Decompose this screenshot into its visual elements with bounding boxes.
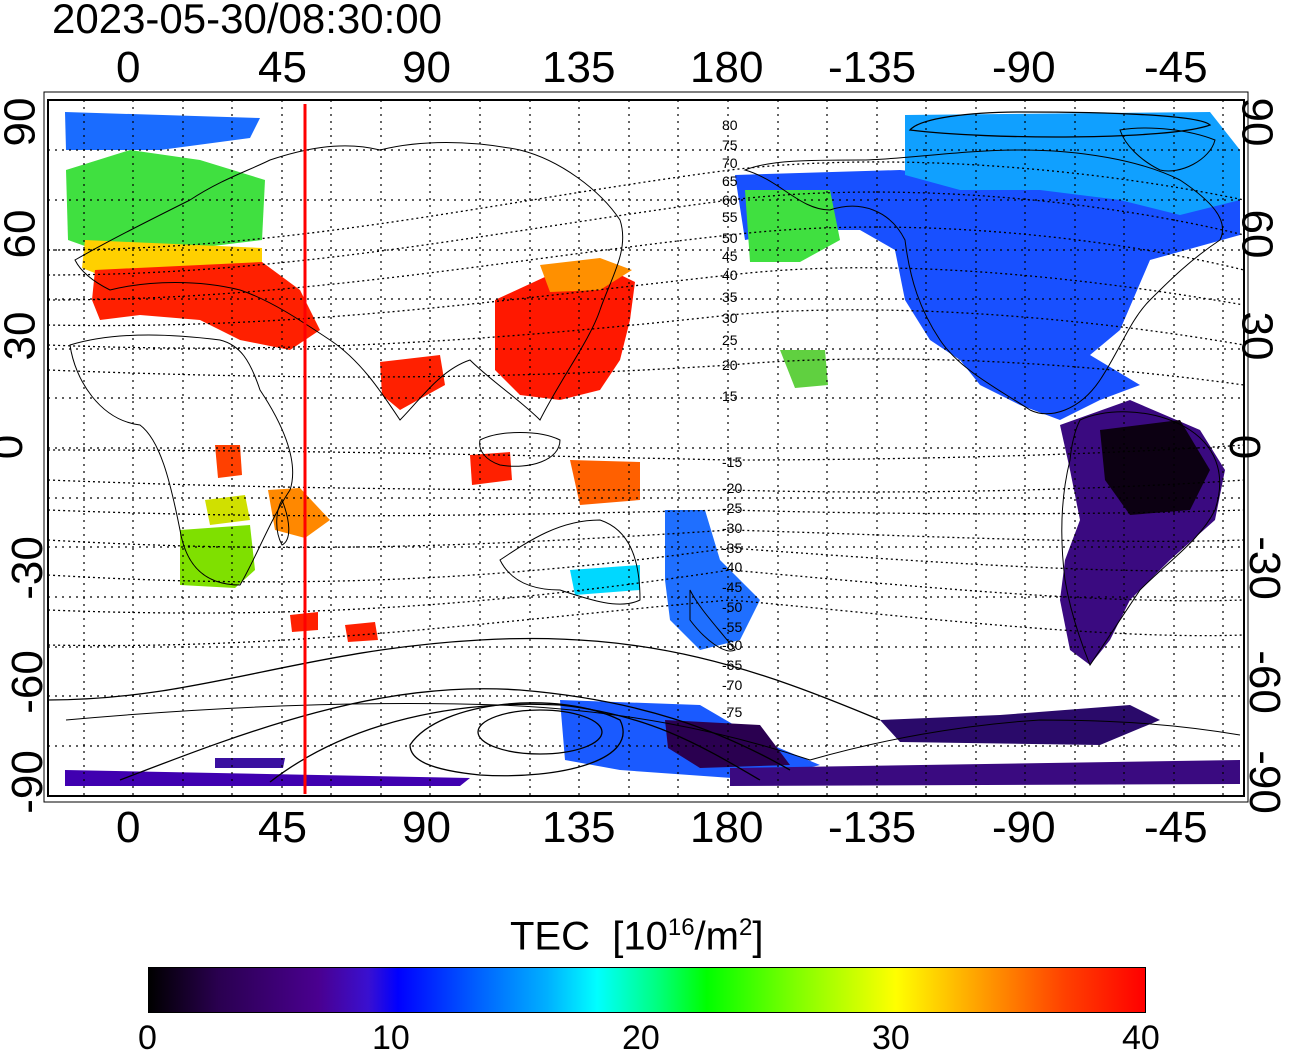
lon-tick: 90 — [402, 43, 451, 92]
contour-label: 75 — [722, 137, 738, 153]
lon-tick: 135 — [542, 803, 616, 852]
contour-label: 80 — [722, 117, 738, 133]
contour-label: 20 — [722, 357, 738, 373]
lon-tick: 45 — [258, 803, 307, 852]
colorbar-tick: 10 — [372, 1019, 410, 1057]
map-outer-frame — [43, 91, 1249, 803]
lon-tick: -135 — [828, 803, 917, 852]
lon-tick: -90 — [992, 43, 1056, 92]
contour-label: -65 — [722, 657, 742, 673]
contour-label: 65 — [722, 173, 738, 189]
colorbar-unit-exp2: 2 — [738, 914, 753, 941]
coastlines — [65, 127, 1241, 761]
colorbar-tick: 0 — [138, 1019, 157, 1057]
lon-tick: -135 — [828, 43, 917, 92]
contour-label: -50 — [722, 599, 742, 615]
contour-label: -20 — [722, 480, 742, 496]
lon-tick: 0 — [116, 43, 141, 92]
lon-tick: 135 — [542, 43, 616, 92]
colorbar-tick: 20 — [622, 1019, 660, 1057]
contour-label: 50 — [722, 230, 738, 246]
contour-label: 40 — [722, 267, 738, 283]
lon-tick: 180 — [690, 803, 764, 852]
contour-label: 45 — [722, 248, 738, 264]
colorbar-unit-end: ] — [752, 914, 764, 959]
tec-colorbar — [148, 967, 1146, 1013]
contour-label: 25 — [722, 332, 738, 348]
contour-label: -75 — [722, 704, 742, 720]
tec-patches — [65, 112, 1240, 786]
map-frame — [47, 99, 1245, 797]
contour-label: -40 — [722, 559, 742, 575]
contour-label: -15 — [722, 454, 742, 470]
contour-label: -35 — [722, 540, 742, 556]
contour-label: 55 — [722, 209, 738, 225]
colorbar-unit-mid: /m — [694, 914, 739, 959]
colorbar-unit-exp: 16 — [667, 914, 695, 941]
lon-tick: 90 — [402, 803, 451, 852]
contour-label: 30 — [722, 310, 738, 326]
colorbar-unit: [10 — [612, 914, 668, 959]
tec-world-map: 80 75 70 65 60 55 50 45 40 35 30 25 20 1… — [43, 91, 1249, 803]
magnetic-contours-solid — [47, 111, 1212, 783]
contour-label: -60 — [722, 637, 742, 653]
lon-tick: 45 — [258, 43, 307, 92]
magnetic-contours — [47, 161, 1245, 647]
contour-label: -45 — [722, 579, 742, 595]
contour-label: -25 — [722, 500, 742, 516]
lon-tick: 0 — [116, 803, 141, 852]
contour-label: 70 — [722, 155, 738, 171]
colorbar-label: TEC — [510, 914, 590, 959]
map-timestamp-title: 2023-05-30/08:30:00 — [52, 0, 442, 42]
contour-label: 60 — [722, 192, 738, 208]
lon-tick: -45 — [1144, 803, 1208, 852]
contour-label: -30 — [722, 520, 742, 536]
lon-tick: -90 — [992, 803, 1056, 852]
contour-label: 15 — [722, 388, 738, 404]
contour-label: -55 — [722, 619, 742, 635]
colorbar-title: TEC [1016/m2] — [510, 904, 763, 960]
colorbar-tick: 40 — [1122, 1019, 1160, 1057]
contour-labels: 80 75 70 65 60 55 50 45 40 35 30 25 20 1… — [722, 117, 742, 720]
lon-tick: -45 — [1144, 43, 1208, 92]
contour-label: 35 — [722, 289, 738, 305]
colorbar-tick: 30 — [872, 1019, 910, 1057]
contour-label: -70 — [722, 677, 742, 693]
lon-tick: 180 — [690, 43, 764, 92]
